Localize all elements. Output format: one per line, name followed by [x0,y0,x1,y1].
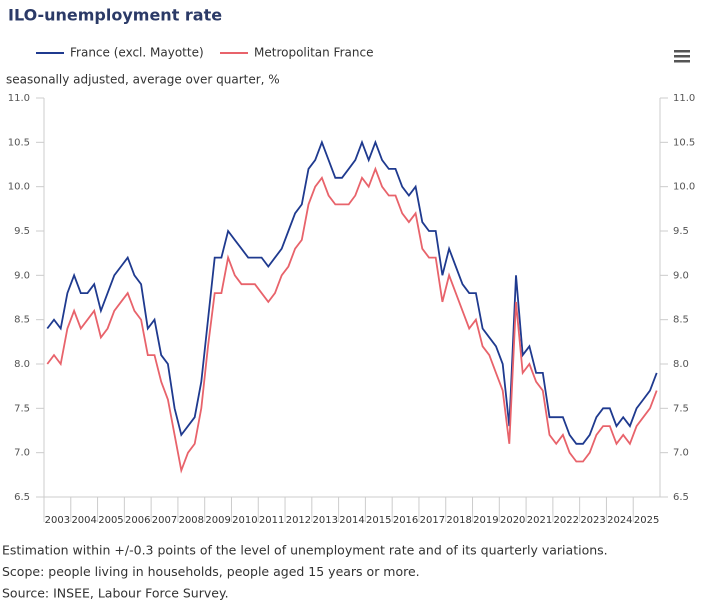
y2-tick-label: 7.5 [673,403,689,414]
y-tick-label: 8.0 [14,359,30,370]
x-tick-label: 2013 [312,515,337,526]
y-tick-label: 7.5 [14,403,30,414]
y2-tick-label: 6.5 [673,492,689,503]
y-tick-label: 8.5 [14,315,30,326]
x-tick-label: 2008 [179,515,204,526]
x-tick-label: 2004 [71,515,96,526]
y-tick-label: 7.0 [14,448,30,459]
y-tick-label: 9.5 [14,226,30,237]
x-tick-label: 2007 [152,515,177,526]
x-tick-label: 2022 [554,515,579,526]
x-tick-label: 2006 [125,515,150,526]
x-tick-label: 2025 [634,515,659,526]
x-tick-label: 2019 [473,515,498,526]
x-tick-label: 2024 [607,515,632,526]
y-tick-label: 10.5 [8,137,30,148]
x-tick-label: 2005 [98,515,123,526]
x-tick-label: 2014 [339,515,364,526]
x-tick-label: 2010 [232,515,257,526]
y2-tick-label: 10.0 [673,182,695,193]
y2-tick-label: 8.0 [673,359,689,370]
series-line [46,139,658,445]
menu-bar[interactable] [674,55,690,58]
x-tick-label: 2009 [205,515,230,526]
y2-tick-label: 9.0 [673,270,689,281]
footnote: Estimation within +/-0.3 points of the l… [2,543,608,558]
chart-subtitle: seasonally adjusted, average over quarte… [6,73,280,87]
y2-tick-label: 9.5 [673,226,689,237]
footnote: Scope: people living in households, peop… [2,564,420,579]
legend-label: Metropolitan France [254,46,373,60]
y2-tick-label: 7.0 [673,448,689,459]
x-tick-label: 2015 [366,515,391,526]
x-tick-label: 2023 [580,515,605,526]
chart-title: ILO-unemployment rate [8,6,222,25]
x-tick-label: 2011 [259,515,284,526]
x-tick-label: 2003 [45,515,70,526]
x-tick-label: 2018 [446,515,471,526]
x-tick-label: 2021 [527,515,552,526]
y-tick-label: 11.0 [8,93,30,104]
legend-label: France (excl. Mayotte) [70,46,204,60]
y2-tick-label: 10.5 [673,137,695,148]
series-line [46,166,658,474]
menu-bar[interactable] [674,50,690,53]
menu-bar[interactable] [674,60,690,63]
y-tick-label: 10.0 [8,182,30,193]
footnote: Source: INSEE, Labour Force Survey. [2,586,229,601]
x-tick-label: 2020 [500,515,525,526]
y-tick-label: 6.5 [14,492,30,503]
x-tick-label: 2017 [420,515,445,526]
y2-tick-label: 8.5 [673,315,689,326]
y-tick-label: 9.0 [14,270,30,281]
x-tick-label: 2016 [393,515,418,526]
menu-button[interactable] [674,50,690,63]
x-tick-label: 2012 [286,515,311,526]
y2-tick-label: 11.0 [673,93,695,104]
